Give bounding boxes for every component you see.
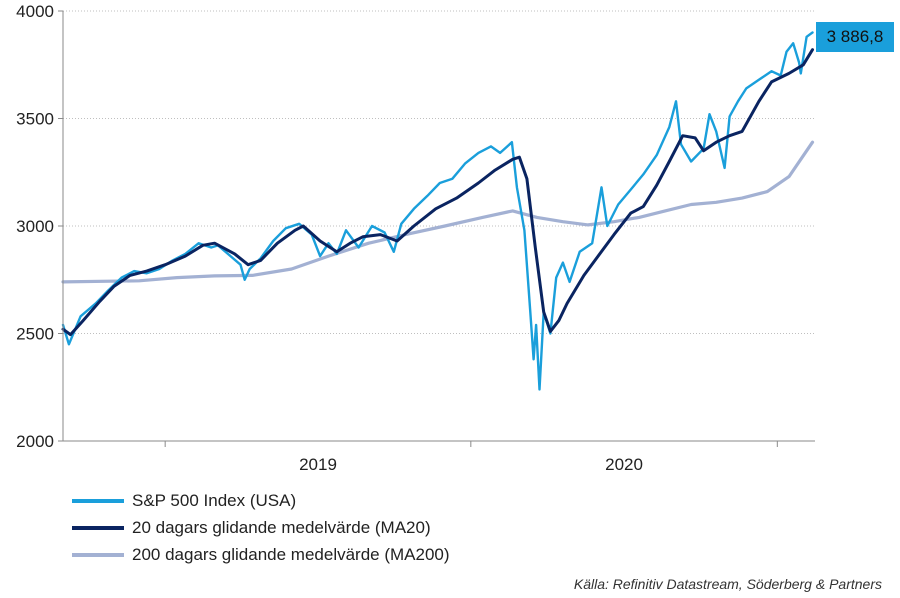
gridlines [63, 10, 815, 334]
y-tick-label: 3500 [16, 110, 54, 129]
legend-swatch-ma200 [72, 552, 124, 557]
x-tick-label: 2020 [605, 455, 643, 474]
y-tick-label: 3000 [16, 217, 54, 236]
source-note: Källa: Refinitiv Datastream, Söderberg &… [573, 576, 882, 592]
legend-label-ma20: 20 dagars glidande medelvärde (MA20) [132, 517, 431, 537]
y-tick-label: 4000 [16, 2, 54, 21]
legend-item-sp500: S&P 500 Index (USA) [72, 487, 450, 514]
last-value-callout: 3 886,8 [816, 22, 894, 52]
legend-swatch-sp500 [72, 498, 124, 503]
axes: 2000 2500 3000 3500 4000 2019 2020 [16, 2, 815, 474]
y-tick-label: 2500 [16, 325, 54, 344]
legend: S&P 500 Index (USA) 20 dagars glidande m… [72, 487, 450, 568]
legend-item-ma200: 200 dagars glidande medelvärde (MA200) [72, 541, 450, 568]
x-tick-label: 2019 [299, 455, 337, 474]
y-tick-label: 2000 [16, 432, 54, 451]
legend-label-sp500: S&P 500 Index (USA) [132, 490, 297, 510]
series-line-sp500 [61, 31, 814, 391]
legend-label-ma200: 200 dagars glidande medelvärde (MA200) [132, 544, 450, 564]
series-layer [61, 31, 815, 391]
legend-item-ma20: 20 dagars glidande medelvärde (MA20) [72, 514, 450, 541]
legend-swatch-ma20 [72, 525, 124, 530]
series-line-ma20 [61, 48, 814, 337]
